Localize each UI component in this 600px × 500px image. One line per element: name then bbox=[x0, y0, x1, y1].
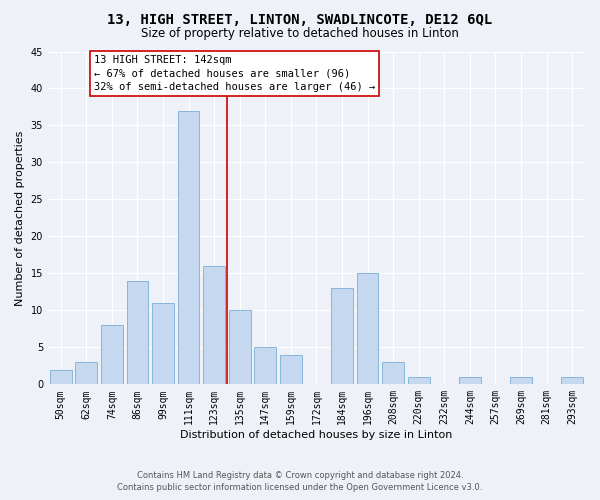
Bar bbox=[76, 362, 97, 384]
Y-axis label: Number of detached properties: Number of detached properties bbox=[15, 130, 25, 306]
Bar bbox=[254, 348, 276, 385]
Bar bbox=[178, 110, 199, 384]
Bar bbox=[382, 362, 404, 384]
Bar bbox=[331, 288, 353, 384]
Bar bbox=[101, 325, 123, 384]
Bar bbox=[229, 310, 251, 384]
Bar bbox=[510, 377, 532, 384]
Bar bbox=[562, 377, 583, 384]
Bar bbox=[459, 377, 481, 384]
Bar bbox=[152, 303, 174, 384]
Bar bbox=[127, 281, 148, 384]
Bar bbox=[203, 266, 225, 384]
X-axis label: Distribution of detached houses by size in Linton: Distribution of detached houses by size … bbox=[180, 430, 452, 440]
Bar bbox=[50, 370, 71, 384]
Text: Contains HM Land Registry data © Crown copyright and database right 2024.
Contai: Contains HM Land Registry data © Crown c… bbox=[118, 471, 482, 492]
Text: Size of property relative to detached houses in Linton: Size of property relative to detached ho… bbox=[141, 28, 459, 40]
Bar bbox=[280, 354, 302, 384]
Bar bbox=[408, 377, 430, 384]
Text: 13 HIGH STREET: 142sqm
← 67% of detached houses are smaller (96)
32% of semi-det: 13 HIGH STREET: 142sqm ← 67% of detached… bbox=[94, 55, 375, 92]
Bar bbox=[357, 274, 379, 384]
Text: 13, HIGH STREET, LINTON, SWADLINCOTE, DE12 6QL: 13, HIGH STREET, LINTON, SWADLINCOTE, DE… bbox=[107, 12, 493, 26]
